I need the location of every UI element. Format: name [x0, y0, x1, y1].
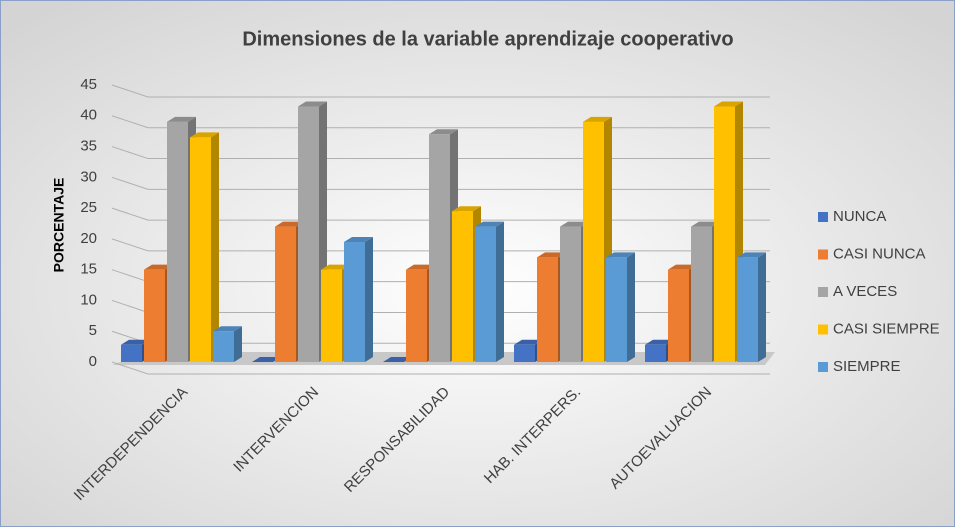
bar	[475, 226, 496, 362]
bar-top	[714, 101, 743, 107]
bar-top	[606, 252, 635, 258]
bar	[691, 226, 712, 362]
bar	[144, 269, 165, 362]
y-tick-label: 25	[80, 199, 97, 216]
bar-top	[691, 221, 720, 227]
y-tick-label: 35	[80, 138, 97, 155]
y-tick-label: 30	[80, 168, 97, 185]
y-axis-title: PORCENTAJE	[51, 178, 67, 273]
bar-side	[627, 252, 635, 362]
legend-label: A VECES	[833, 283, 897, 300]
bar-side	[211, 132, 219, 362]
legend-swatch	[818, 362, 828, 372]
y-tick-label: 0	[89, 353, 97, 370]
bar-top	[668, 264, 697, 270]
bar	[668, 269, 689, 362]
grid-line	[111, 207, 770, 221]
legend-label: SIEMPRE	[833, 358, 901, 375]
legend-swatch	[818, 249, 828, 260]
legend-label: CASI SIEMPRE	[833, 320, 940, 337]
chart-title: Dimensiones de la variable aprendizaje c…	[242, 28, 733, 50]
grid-line	[111, 361, 770, 375]
bar	[514, 344, 535, 362]
bar-top	[252, 357, 281, 362]
bar-top	[560, 221, 589, 227]
bar	[583, 121, 604, 362]
legend-swatch	[818, 212, 828, 222]
bar	[190, 137, 211, 362]
bar-top	[190, 132, 219, 138]
bar-top	[475, 221, 504, 227]
bar-top	[121, 339, 150, 345]
bar-top	[737, 252, 766, 258]
bar-top	[452, 206, 481, 212]
bar	[167, 121, 188, 362]
y-tick-label: 10	[80, 291, 97, 308]
bar-top	[429, 129, 458, 135]
bar-top	[537, 252, 566, 258]
legend-label: CASI NUNCA	[833, 245, 926, 262]
legend-swatch	[818, 324, 828, 335]
y-tick-label: 15	[80, 261, 97, 278]
bar	[645, 344, 666, 362]
bar-top	[645, 339, 674, 345]
bar	[737, 257, 758, 362]
bar	[560, 226, 581, 362]
grid-line	[111, 176, 770, 190]
legend-label: NUNCA	[833, 208, 886, 225]
bar	[298, 106, 319, 363]
bar-top	[383, 357, 412, 362]
bar-top	[583, 116, 612, 122]
bar-top	[514, 339, 543, 345]
bar-top	[275, 221, 304, 227]
bar	[344, 241, 365, 362]
bar-top	[298, 101, 327, 107]
y-tick-label: 45	[80, 76, 97, 93]
y-tick-label: 40	[80, 107, 97, 124]
bar-top	[406, 264, 435, 270]
y-tick-label: 20	[80, 230, 97, 247]
bar	[714, 106, 735, 363]
bar	[537, 257, 558, 362]
grid-line	[111, 146, 770, 160]
bar	[121, 344, 142, 362]
bar	[452, 211, 473, 362]
bar	[321, 269, 342, 362]
bar-side	[758, 252, 766, 362]
bar-top	[167, 116, 196, 122]
bar	[406, 269, 427, 362]
bar	[275, 226, 296, 362]
grid-line	[111, 115, 770, 129]
grid-line	[111, 84, 770, 98]
bar-side	[234, 326, 242, 362]
bar	[429, 134, 450, 362]
bar-top	[344, 236, 373, 242]
bar-side	[496, 221, 504, 362]
bar-top	[144, 264, 173, 270]
bar-top	[213, 326, 242, 332]
bar-side	[365, 236, 373, 362]
bar	[213, 331, 234, 362]
bar	[606, 257, 627, 362]
bar-top	[321, 264, 350, 270]
y-tick-label: 5	[89, 322, 97, 339]
legend-swatch	[818, 287, 828, 297]
